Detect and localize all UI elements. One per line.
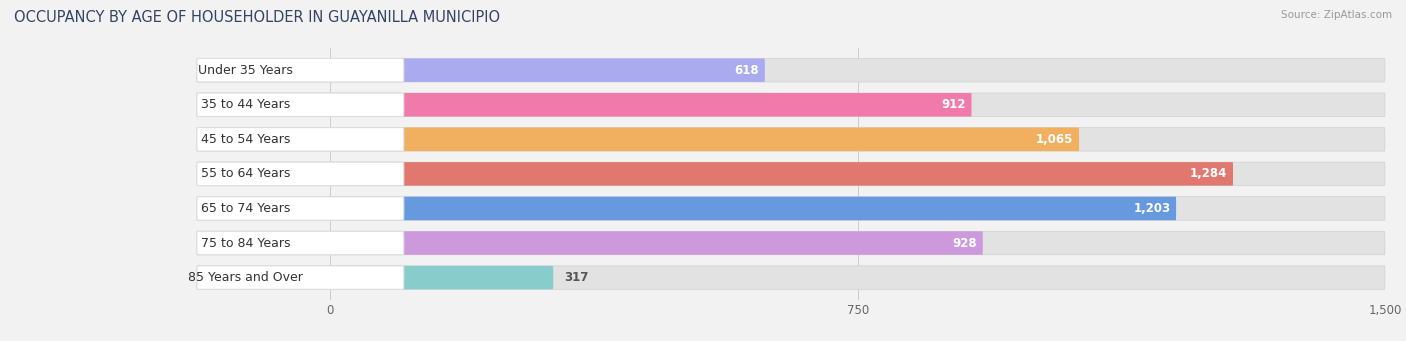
FancyBboxPatch shape [197,128,1385,151]
Text: 55 to 64 Years: 55 to 64 Years [201,167,290,180]
Text: 1,065: 1,065 [1036,133,1074,146]
FancyBboxPatch shape [197,197,404,220]
Text: 85 Years and Over: 85 Years and Over [188,271,302,284]
Text: 1,203: 1,203 [1133,202,1170,215]
Text: 1,284: 1,284 [1189,167,1227,180]
FancyBboxPatch shape [197,231,404,255]
FancyBboxPatch shape [330,58,765,82]
FancyBboxPatch shape [197,266,1385,290]
Text: 912: 912 [942,98,966,111]
FancyBboxPatch shape [197,93,1385,117]
FancyBboxPatch shape [330,162,1233,186]
Text: 35 to 44 Years: 35 to 44 Years [201,98,290,111]
FancyBboxPatch shape [197,266,404,290]
FancyBboxPatch shape [197,162,404,186]
FancyBboxPatch shape [197,231,1385,255]
Text: 45 to 54 Years: 45 to 54 Years [201,133,290,146]
FancyBboxPatch shape [197,58,1385,82]
FancyBboxPatch shape [197,197,1385,220]
FancyBboxPatch shape [330,231,983,255]
FancyBboxPatch shape [197,93,404,117]
FancyBboxPatch shape [330,128,1080,151]
Text: 75 to 84 Years: 75 to 84 Years [201,237,290,250]
Text: Under 35 Years: Under 35 Years [198,64,292,77]
FancyBboxPatch shape [197,128,404,151]
FancyBboxPatch shape [197,58,404,82]
Text: 317: 317 [564,271,588,284]
FancyBboxPatch shape [330,197,1177,220]
FancyBboxPatch shape [330,266,554,290]
Text: 65 to 74 Years: 65 to 74 Years [201,202,290,215]
Text: 618: 618 [734,64,759,77]
Text: Source: ZipAtlas.com: Source: ZipAtlas.com [1281,10,1392,20]
FancyBboxPatch shape [330,93,972,117]
FancyBboxPatch shape [197,162,1385,186]
Text: 928: 928 [952,237,977,250]
Text: OCCUPANCY BY AGE OF HOUSEHOLDER IN GUAYANILLA MUNICIPIO: OCCUPANCY BY AGE OF HOUSEHOLDER IN GUAYA… [14,10,501,25]
